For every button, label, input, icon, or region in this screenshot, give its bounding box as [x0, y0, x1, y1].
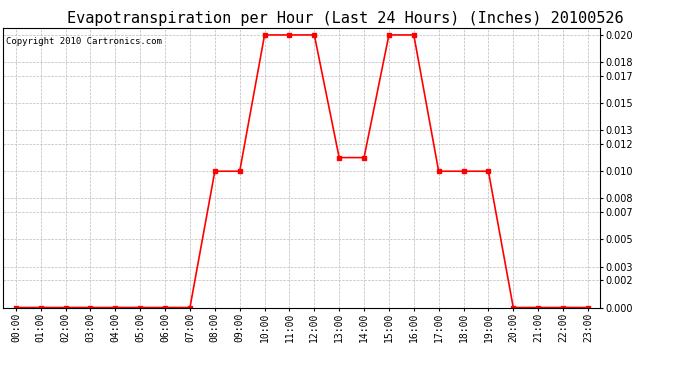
Text: Evapotranspiration per Hour (Last 24 Hours) (Inches) 20100526: Evapotranspiration per Hour (Last 24 Hou…: [67, 11, 623, 26]
Text: Copyright 2010 Cartronics.com: Copyright 2010 Cartronics.com: [6, 36, 162, 45]
